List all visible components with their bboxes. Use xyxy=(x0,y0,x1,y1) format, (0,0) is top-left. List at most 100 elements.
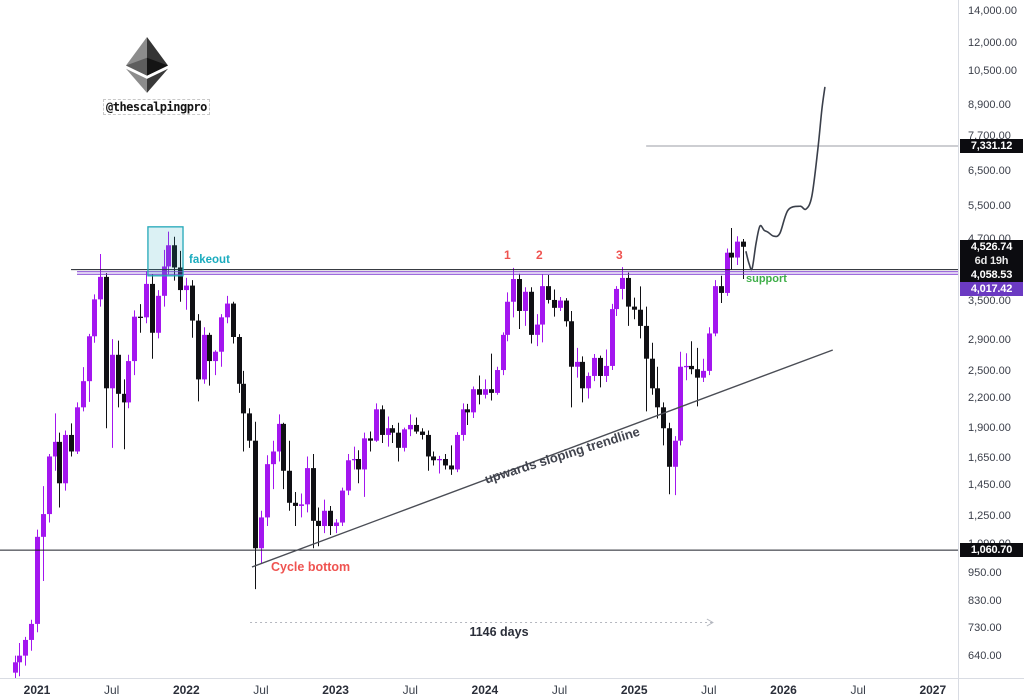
candle xyxy=(437,455,442,474)
candle xyxy=(241,370,246,452)
candle xyxy=(390,424,395,444)
time-tick-year: 2023 xyxy=(322,683,349,697)
candle xyxy=(644,306,649,412)
watermark-handle[interactable]: @thescalpingpro xyxy=(103,99,210,115)
resistance-line-badge: 4,058.53 xyxy=(960,267,1023,282)
candle xyxy=(132,310,137,376)
candle xyxy=(247,408,252,448)
candle xyxy=(489,353,494,401)
time-tick-month: Jul xyxy=(701,683,717,697)
candle xyxy=(713,280,718,337)
peak-label-2[interactable]: 2 xyxy=(536,248,543,262)
candle xyxy=(156,290,161,339)
candle xyxy=(655,366,660,419)
candle xyxy=(126,354,131,409)
time-tick-month: Jul xyxy=(402,683,418,697)
price-tick-label: 950.00 xyxy=(968,567,1002,580)
price-tick-label: 3,500.00 xyxy=(968,294,1011,307)
candle xyxy=(293,492,298,527)
price-axis[interactable]: 14,000.00 12,000.00 10,500.00 8,900.00 7,700… xyxy=(958,0,1024,678)
candle xyxy=(689,341,694,375)
time-tick-month: Jul xyxy=(253,683,269,697)
candle xyxy=(592,354,597,382)
candle xyxy=(477,375,482,405)
purple-line-badge: 4,017.42 xyxy=(960,281,1023,296)
candle xyxy=(465,403,470,425)
candle xyxy=(253,421,258,590)
candle xyxy=(614,286,619,317)
candle xyxy=(380,405,385,444)
candle xyxy=(495,366,500,395)
candle xyxy=(431,451,436,466)
price-tick-label: 1,900.00 xyxy=(968,422,1011,435)
candle xyxy=(57,432,62,508)
candle xyxy=(196,314,201,402)
candle xyxy=(41,486,46,581)
candle xyxy=(650,342,655,395)
price-tick-label: 730.00 xyxy=(968,622,1002,635)
candle xyxy=(471,386,476,419)
candle xyxy=(455,432,460,473)
candle xyxy=(523,287,528,326)
candle xyxy=(138,304,143,333)
candle xyxy=(610,303,615,371)
candle xyxy=(53,413,58,471)
time-axis[interactable]: 2021 Jul 2022 Jul 2023 Jul 2024 Jul 2025 Jul 2026 J… xyxy=(0,678,958,700)
candle xyxy=(265,455,270,527)
candle xyxy=(356,450,361,484)
candle xyxy=(396,422,401,462)
candle xyxy=(575,347,580,378)
candle xyxy=(511,267,516,318)
ethereum-logo[interactable] xyxy=(126,37,168,93)
support-label[interactable]: support xyxy=(746,273,787,285)
candle xyxy=(535,314,540,347)
fakeout-rectangle[interactable] xyxy=(147,226,184,277)
price-tick-label: 830.00 xyxy=(968,595,1002,608)
candle xyxy=(225,295,230,324)
candle xyxy=(374,403,379,442)
candle xyxy=(190,280,195,338)
candle xyxy=(98,254,103,307)
upward-trendline[interactable] xyxy=(251,349,834,568)
candle xyxy=(63,430,68,491)
projected-path[interactable] xyxy=(745,86,826,271)
peak-label-3[interactable]: 3 xyxy=(616,248,623,262)
cycle-bottom-label[interactable]: Cycle bottom xyxy=(271,560,351,574)
time-tick-year: 2026 xyxy=(770,683,797,697)
candle xyxy=(172,236,177,281)
candle xyxy=(202,327,207,384)
candle xyxy=(231,301,236,344)
candle xyxy=(352,446,357,470)
candle xyxy=(558,296,563,311)
time-tick-year: 2025 xyxy=(620,683,648,697)
candle xyxy=(340,487,345,527)
candle xyxy=(29,619,34,651)
cycle-low-line-badge: 1,060.70 xyxy=(960,543,1023,558)
candle xyxy=(305,456,310,513)
candle xyxy=(162,249,167,307)
chart-area[interactable]: @thescalpingpro fakeout 1 2 3 support Cy… xyxy=(0,0,958,678)
candle xyxy=(287,440,292,511)
candle xyxy=(17,642,22,677)
candle xyxy=(638,286,643,339)
candle xyxy=(729,227,734,270)
price-tick-label: 1,250.00 xyxy=(968,509,1011,522)
duration-label[interactable]: 1146 days xyxy=(469,625,529,639)
candle xyxy=(626,272,631,326)
candle xyxy=(569,310,574,408)
candle xyxy=(735,236,740,265)
candle xyxy=(92,294,97,343)
peak-label-1[interactable]: 1 xyxy=(504,248,511,262)
candle xyxy=(75,402,80,454)
price-tick-label: 2,900.00 xyxy=(968,333,1011,346)
price-tick-label: 1,450.00 xyxy=(968,478,1011,491)
price-tick-label: 10,500.00 xyxy=(968,64,1017,77)
candle xyxy=(184,277,189,310)
candlestick-chart[interactable] xyxy=(0,0,958,678)
target-price-badge: 7,331.12 xyxy=(960,139,1023,154)
candle xyxy=(237,334,242,393)
candle xyxy=(546,275,551,304)
candle xyxy=(13,655,18,678)
fakeout-label[interactable]: fakeout xyxy=(189,254,230,266)
